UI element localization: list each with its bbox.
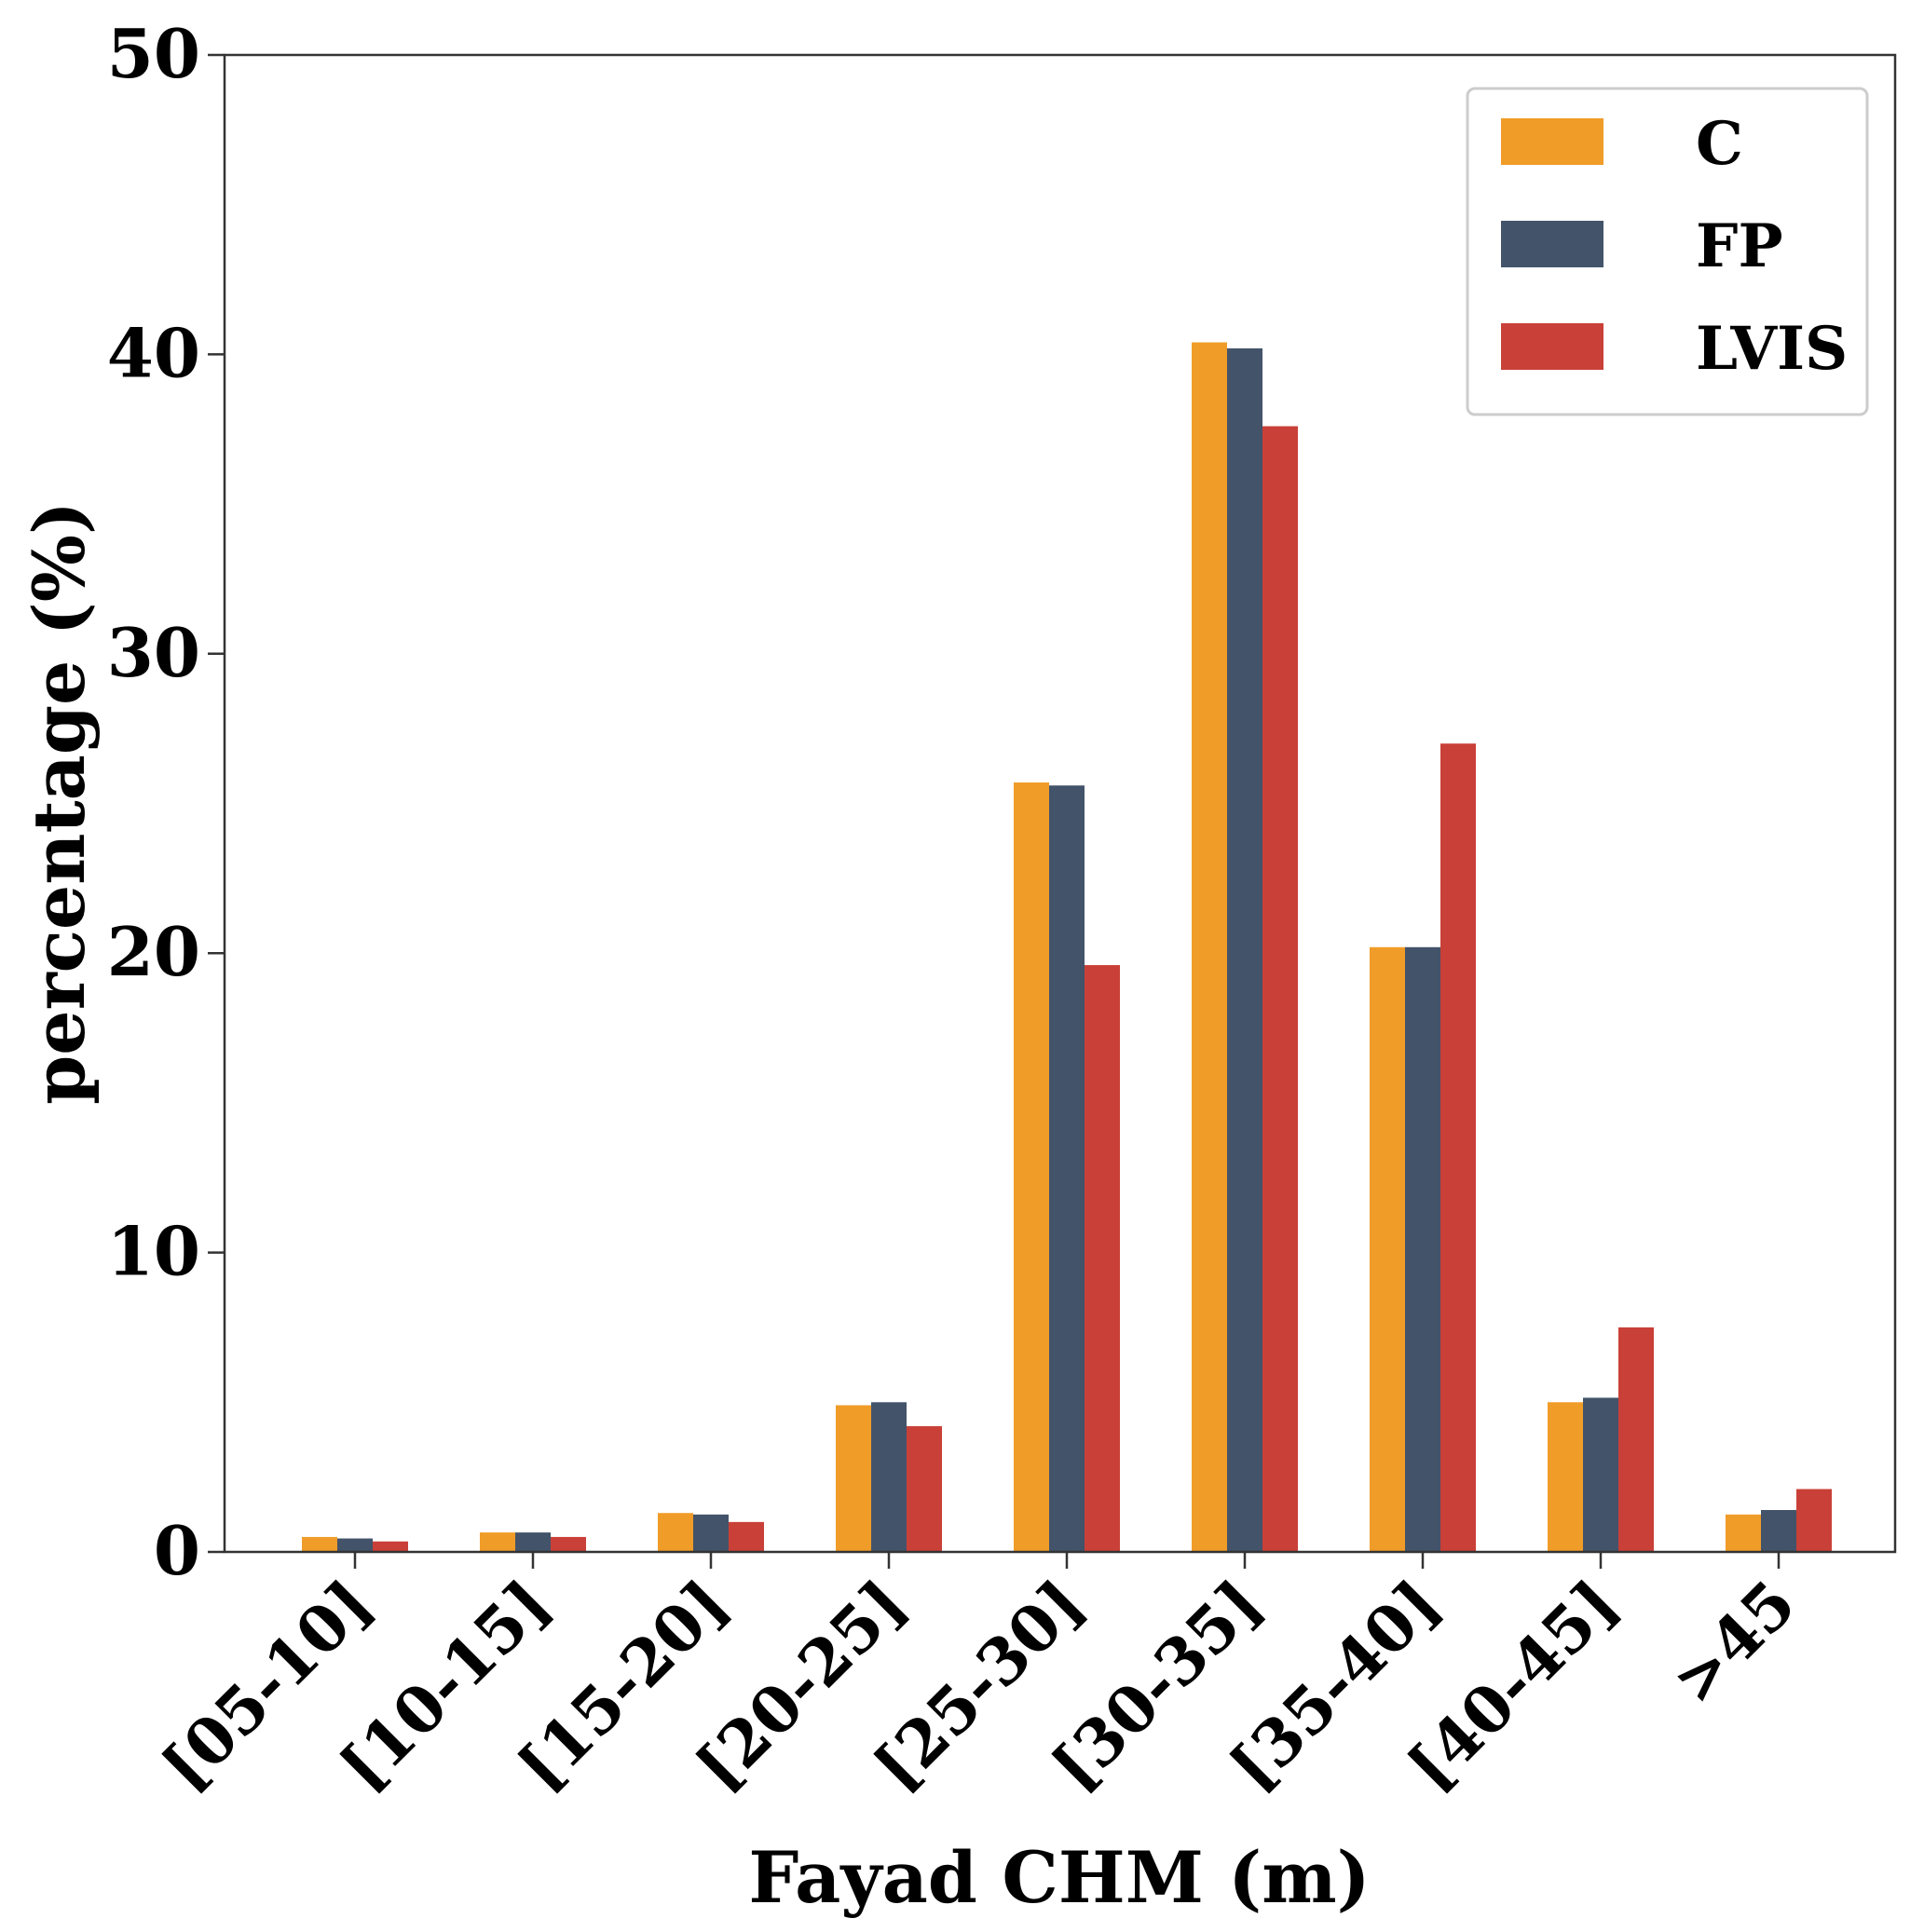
bar-c-6 bbox=[1370, 946, 1405, 1552]
bars-group bbox=[302, 342, 1832, 1553]
legend: C FP LVIS bbox=[1466, 87, 1869, 416]
bar-c-2 bbox=[658, 1513, 693, 1552]
bar-c-7 bbox=[1548, 1402, 1583, 1552]
bar-fp-0 bbox=[337, 1538, 373, 1552]
y-tick-label: 50 bbox=[107, 14, 200, 93]
bar-lvis-0 bbox=[373, 1541, 408, 1552]
bar-c-4 bbox=[1014, 782, 1049, 1552]
bar-lvis-6 bbox=[1440, 743, 1476, 1552]
bar-fp-4 bbox=[1049, 785, 1085, 1552]
y-tick-label: 10 bbox=[107, 1212, 200, 1291]
bar-c-0 bbox=[302, 1536, 337, 1552]
y-axis: 0 10 20 30 40 50 bbox=[107, 14, 225, 1590]
legend-label-fp: FP bbox=[1696, 211, 1783, 281]
bar-fp-3 bbox=[871, 1402, 907, 1552]
bar-lvis-2 bbox=[729, 1521, 764, 1552]
bar-fp-6 bbox=[1405, 946, 1440, 1552]
bar-c-8 bbox=[1726, 1514, 1761, 1552]
bar-fp-1 bbox=[515, 1532, 551, 1552]
bar-fp-5 bbox=[1227, 347, 1262, 1553]
x-axis: [05-10][10-15][15-20][20-25][25-30][30-3… bbox=[148, 1552, 1810, 1804]
bar-lvis-7 bbox=[1618, 1327, 1654, 1552]
bar-lvis-8 bbox=[1796, 1489, 1832, 1552]
y-tick-label: 20 bbox=[107, 912, 200, 991]
bar-fp-8 bbox=[1761, 1510, 1796, 1552]
x-tick-label: >45 bbox=[1658, 1566, 1810, 1719]
bar-fp-2 bbox=[693, 1514, 729, 1552]
legend-swatch-c bbox=[1501, 118, 1603, 165]
y-tick-label: 30 bbox=[107, 613, 200, 692]
legend-swatch-lvis bbox=[1501, 323, 1603, 370]
bar-lvis-4 bbox=[1085, 965, 1120, 1552]
bar-fp-7 bbox=[1583, 1397, 1618, 1552]
bar-lvis-3 bbox=[907, 1426, 942, 1552]
y-tick-label: 40 bbox=[107, 313, 200, 392]
y-axis-title: percentage (%) bbox=[18, 501, 101, 1105]
x-axis-title: Fayad CHM (m) bbox=[748, 1836, 1370, 1919]
bar-c-3 bbox=[836, 1405, 871, 1552]
bar-c-5 bbox=[1192, 342, 1227, 1553]
bar-c-1 bbox=[480, 1532, 515, 1552]
bar-lvis-5 bbox=[1262, 426, 1298, 1552]
y-tick-label: 0 bbox=[154, 1511, 200, 1590]
legend-label-c: C bbox=[1696, 109, 1743, 179]
legend-label-lvis: LVIS bbox=[1696, 314, 1848, 384]
legend-swatch-fp bbox=[1501, 221, 1603, 267]
bar-lvis-1 bbox=[551, 1536, 586, 1552]
plot-frame bbox=[223, 53, 1897, 1554]
